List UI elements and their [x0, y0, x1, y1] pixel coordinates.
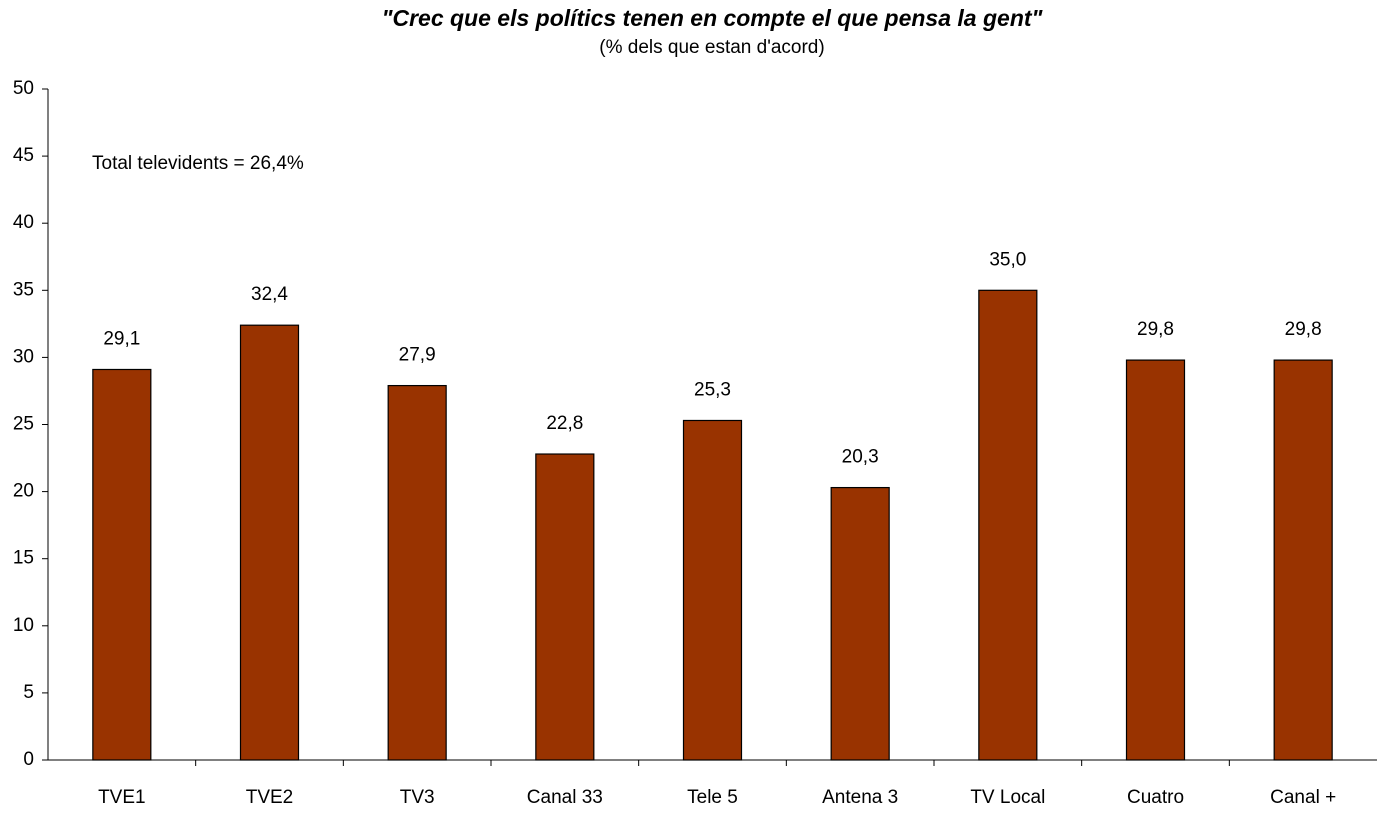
bar	[535, 453, 595, 761]
y-tick-label: 45	[13, 145, 34, 166]
bar	[830, 486, 890, 761]
bar	[1125, 359, 1186, 761]
x-tick-label: Canal 33	[527, 787, 603, 808]
y-tick-label: 35	[13, 279, 34, 300]
bar	[239, 324, 300, 761]
data-label: 25,3	[694, 379, 731, 400]
bar	[387, 384, 447, 761]
data-label: 22,8	[546, 413, 583, 434]
x-tick-label: TV Local	[970, 787, 1045, 808]
data-label: 29,8	[1285, 319, 1322, 340]
x-tick-label: Tele 5	[687, 787, 738, 808]
annotation: Total televidents = 26,4%	[92, 153, 304, 174]
chart-title: "Crec que els polítics tenen en compte e…	[382, 5, 1044, 31]
bar	[1273, 359, 1333, 761]
data-label: 32,4	[251, 284, 288, 305]
data-label: 29,8	[1137, 319, 1174, 340]
y-tick-label: 0	[23, 749, 34, 770]
x-tick-label: TV3	[400, 787, 435, 808]
x-tick-label: TVE1	[98, 787, 146, 808]
x-tick-label: TVE2	[246, 787, 294, 808]
y-tick-label: 5	[23, 682, 34, 703]
y-tick-label: 25	[13, 414, 34, 435]
x-tick-label: Canal +	[1270, 787, 1336, 808]
x-tick-label: Antena 3	[822, 787, 898, 808]
data-label: 29,1	[103, 328, 140, 349]
bar	[92, 368, 152, 761]
y-tick-label: 40	[13, 212, 34, 233]
data-label: 35,0	[989, 249, 1026, 270]
data-label: 20,3	[842, 447, 879, 468]
y-tick-label: 10	[13, 615, 34, 636]
bar	[682, 419, 743, 761]
bar	[978, 289, 1038, 761]
y-tick-label: 50	[13, 78, 34, 99]
y-tick-label: 15	[13, 548, 34, 569]
x-tick-label: Cuatro	[1127, 787, 1184, 808]
data-label: 27,9	[399, 345, 436, 366]
y-tick-label: 30	[13, 346, 34, 367]
chart-subtitle: (% dels que estan d'acord)	[599, 37, 824, 58]
y-tick-label: 20	[13, 481, 34, 502]
